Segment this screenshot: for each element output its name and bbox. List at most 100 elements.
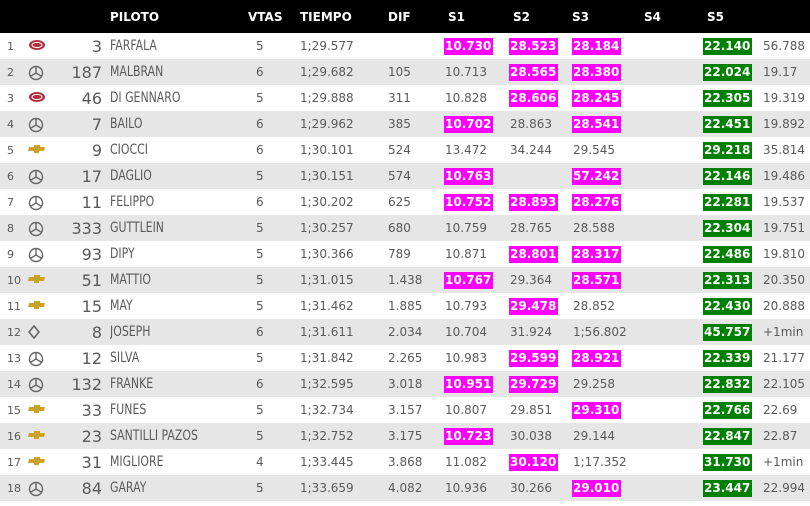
cell-s1: 10.871	[444, 241, 509, 267]
toyota-logo-icon	[28, 91, 45, 105]
cell-s2: 34.244	[509, 137, 572, 163]
table-row[interactable]: 11 15 MAY 5 1;31.462 1.885 10.793 29.478 28.852 2…	[0, 293, 810, 319]
cell-s2: 28.863	[509, 111, 572, 137]
table-row[interactable]: 9 93 DIPY 5 1;30.366 789 10.871 28.801 28.317 22.…	[0, 241, 810, 267]
driver-name[interactable]: SANTILLI PAZOS	[110, 428, 198, 444]
cell-s2: 29.364	[509, 267, 572, 293]
table-row[interactable]: 10 51 MATTIO 5 1;31.015 1.438 10.767 29.364 28.5…	[0, 267, 810, 293]
cell-s2: 28.765	[509, 215, 572, 241]
s2-value: 28.765	[510, 220, 552, 235]
position: 11	[7, 299, 21, 313]
table-row[interactable]: 2 187 MALBRAN 6 1;29.682 105 10.713 28.565 28.38…	[0, 59, 810, 85]
driver-name[interactable]: GUTTLEIN	[110, 220, 164, 236]
s5-value: 22.304	[703, 219, 753, 237]
driver-name[interactable]: BAILO	[110, 116, 143, 132]
driver-name[interactable]: CIOCCI	[110, 142, 148, 158]
header-vtas[interactable]: VTAS	[248, 9, 283, 24]
s5-value: 22.430	[703, 297, 753, 315]
cell-s5: 22.313	[703, 267, 763, 293]
car-number: 93	[81, 244, 102, 264]
cell-s2	[509, 163, 572, 189]
position: 4	[7, 117, 14, 131]
s4-value	[640, 475, 703, 501]
driver-name[interactable]: MIGLIORE	[110, 454, 164, 470]
table-row[interactable]: 17 31 MIGLIORE 4 1;33.445 3.868 11.082 30.120 1;…	[0, 449, 810, 475]
driver-name[interactable]: MALBRAN	[110, 64, 164, 80]
s2-value: 30.266	[510, 480, 552, 495]
driver-name[interactable]: DIPY	[110, 246, 135, 262]
table-row[interactable]: 18 84 GARAY 5 1;33.659 4.082 10.936 30.266 29.01…	[0, 475, 810, 501]
cell-s3: 1;56.802	[572, 319, 640, 345]
table-row[interactable]: 7 11 FELIPPO 6 1;30.202 625 10.752 28.893 28.276…	[0, 189, 810, 215]
driver-name[interactable]: GARAY	[110, 480, 147, 496]
table-row[interactable]: 4 7 BAILO 6 1;29.962 385 10.702 28.863 28.541 22.…	[0, 111, 810, 137]
cell-s3: 28.184	[572, 33, 640, 59]
last-lap: 35.814	[763, 143, 805, 157]
last-lap: 22.105	[763, 377, 805, 391]
position: 17	[7, 455, 21, 469]
lap-time: 1;29.577	[300, 39, 354, 53]
car-number: 84	[81, 478, 102, 498]
s4-value	[640, 397, 703, 423]
laps: 5	[256, 169, 264, 183]
header-s1[interactable]: S1	[448, 9, 465, 24]
header-tiempo[interactable]: TIEMPO	[300, 9, 352, 24]
lap-time: 1;30.257	[300, 221, 354, 235]
table-row[interactable]: 15 33 FUNES 5 1;32.734 3.157 10.807 29.851 29.31…	[0, 397, 810, 423]
cell-s1: 10.828	[444, 85, 509, 111]
renault-logo-icon	[27, 325, 44, 340]
driver-name[interactable]: FELIPPO	[110, 194, 155, 210]
table-row[interactable]: 14 132 FRANKE 6 1;32.595 3.018 10.951 29.729 29.…	[0, 371, 810, 397]
driver-name[interactable]: JOSEPH	[110, 324, 151, 340]
header-s3[interactable]: S3	[572, 9, 589, 24]
driver-name[interactable]: SILVA	[110, 350, 140, 366]
lap-time: 1;30.101	[300, 143, 354, 157]
table-row[interactable]: 16 23 SANTILLI PAZOS 5 1;32.752 3.175 10.723 30…	[0, 423, 810, 449]
table-row[interactable]: 3 46 DI GENNARO 5 1;29.888 311 10.828 28.606 28.…	[0, 85, 810, 111]
laps: 4	[256, 455, 264, 469]
driver-name[interactable]: FARFALA	[110, 38, 157, 54]
driver-name[interactable]: MATTIO	[110, 272, 152, 288]
table-row[interactable]: 8 333 GUTTLEIN 5 1;30.257 680 10.759 28.765 28.5…	[0, 215, 810, 241]
mercedes-logo-icon	[28, 195, 44, 211]
mercedes-logo-icon	[28, 169, 44, 185]
cell-s5: 22.140	[703, 33, 763, 59]
s1-value: 10.763	[444, 167, 494, 185]
cell-s5: 22.281	[703, 189, 763, 215]
s2-value: 29.478	[509, 297, 559, 315]
mercedes-logo-icon	[28, 481, 44, 497]
table-row[interactable]: 5 9 CIOCCI 6 1;30.101 524 13.472 34.244 29.545 29…	[0, 137, 810, 163]
table-row[interactable]: 1 3 FARFALA 5 1;29.577 10.730 28.523 28.184 22.1…	[0, 33, 810, 59]
s1-value: 10.807	[445, 402, 487, 417]
driver-name[interactable]: FRANKE	[110, 376, 154, 392]
cell-s5: 22.832	[703, 371, 763, 397]
position: 8	[7, 221, 14, 235]
mercedes-logo-icon	[28, 351, 44, 367]
gap	[376, 33, 444, 59]
cell-s2: 29.478	[509, 293, 572, 319]
table-row[interactable]: 13 12 SILVA 5 1;31.842 2.265 10.983 29.599 28.92…	[0, 345, 810, 371]
s2-value: 28.523	[509, 37, 559, 55]
header-s5[interactable]: S5	[707, 9, 724, 24]
cell-s3: 29.010	[572, 475, 640, 501]
table-row[interactable]: 12 8 JOSEPH 6 1;31.611 2.034 10.704 31.924 1;56.…	[0, 319, 810, 345]
driver-name[interactable]: MAY	[110, 298, 133, 314]
s1-value: 10.936	[445, 480, 487, 495]
s4-value	[640, 449, 703, 475]
header-s4[interactable]: S4	[644, 9, 661, 24]
position: 9	[7, 247, 14, 261]
driver-name[interactable]: DI GENNARO	[110, 90, 181, 106]
cell-s1: 10.807	[444, 397, 509, 423]
table-row[interactable]: 6 17 DAGLIO 5 1;30.151 574 10.763 57.242 22.146 1…	[0, 163, 810, 189]
laps: 5	[256, 299, 264, 313]
driver-name[interactable]: DAGLIO	[110, 168, 152, 184]
cell-s1: 10.983	[444, 345, 509, 371]
header-piloto[interactable]: PILOTO	[110, 9, 160, 24]
lap-time: 1;31.611	[300, 325, 354, 339]
s5-value: 22.339	[703, 349, 753, 367]
s5-value: 22.024	[703, 63, 753, 81]
header-dif[interactable]: DIF	[388, 9, 411, 24]
last-lap: +1min	[763, 325, 804, 339]
header-s2[interactable]: S2	[513, 9, 530, 24]
driver-name[interactable]: FUNES	[110, 402, 147, 418]
